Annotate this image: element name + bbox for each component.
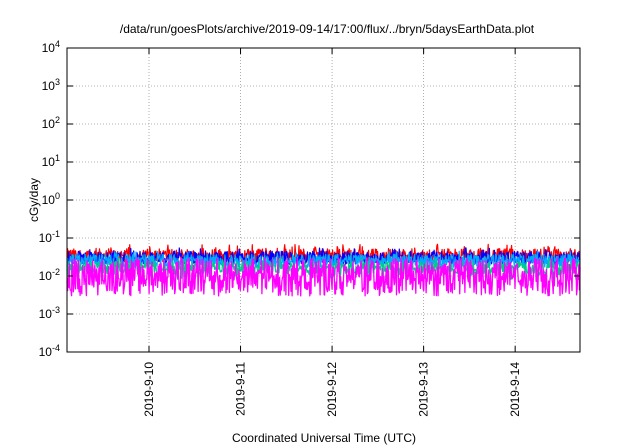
y-axis-title: cGy/day [27, 178, 41, 222]
chart-title: /data/run/goesPlots/archive/2019-09-14/1… [120, 22, 535, 36]
y-tick-label: 103 [42, 77, 60, 93]
y-tick-label: 10-2 [39, 267, 60, 283]
x-tick-label: 2019-9-14 [508, 362, 522, 417]
x-tick-label: 2019-9-11 [234, 362, 248, 416]
plot-frame [66, 47, 581, 353]
y-tick-label: 101 [42, 153, 60, 169]
y-tick-label: 10-3 [39, 305, 60, 321]
y-tick-label: 100 [42, 191, 60, 207]
grid [67, 48, 580, 352]
y-tick-label: 102 [42, 115, 60, 131]
x-tick-label: 2019-9-13 [417, 362, 431, 417]
x-axis-title: Coordinated Universal Time (UTC) [232, 431, 416, 445]
y-tick-label: 104 [42, 39, 60, 55]
series-line [66, 257, 581, 297]
x-tick-label: 2019-9-12 [325, 362, 339, 417]
y-tick-label: 10-1 [39, 229, 60, 245]
series-group [66, 243, 581, 297]
y-axis: 10-4 10-3 10-2 10-1 100 101 102 103 104 [39, 39, 580, 359]
x-axis: 2019-9-10 2019-9-11 2019-9-12 2019-9-13 2019… [142, 48, 522, 417]
x-tick-label: 2019-9-10 [142, 362, 156, 417]
y-tick-label: 10-4 [39, 343, 60, 359]
